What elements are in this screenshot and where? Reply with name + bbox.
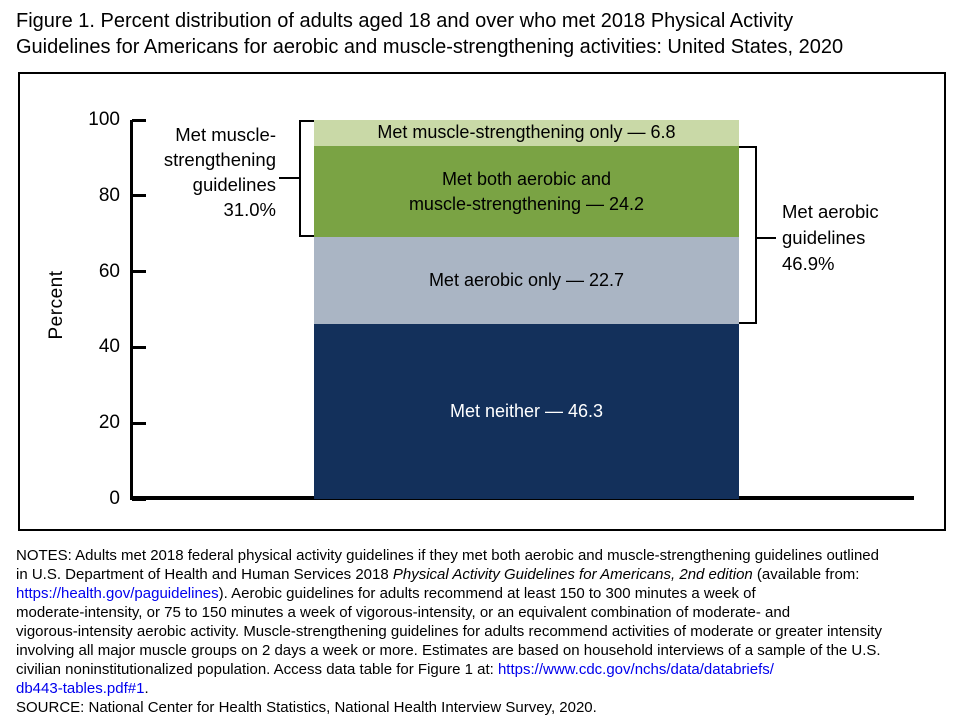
left-bracket-connector — [279, 177, 299, 179]
annotation-line: Met muscle- — [175, 124, 276, 145]
notes-line: civilian noninstitutionalized population… — [16, 660, 964, 679]
figure-title-line-1: Figure 1. Percent distribution of adults… — [16, 10, 794, 32]
aerobic-annotation: Met aerobic guidelines 46.9% — [782, 199, 942, 277]
muscle-strengthening-annotation: Met muscle-strengthening guidelines 31.0% — [20, 122, 276, 222]
figure-title-line-2: Guidelines for Americans for aerobic and… — [16, 36, 844, 58]
notes-block: NOTES: Adults met 2018 federal physical … — [16, 546, 964, 717]
bar-segment-label: muscle-strengthening — 24.2 — [408, 193, 645, 214]
right-bracket-connector — [757, 237, 776, 239]
notes-link[interactable]: https://www.cdc.gov/nchs/data/databriefs… — [497, 661, 774, 678]
bar-segment-label: Met muscle-strengthening only — 6.8 — [377, 122, 676, 143]
notes-line: NOTES: Adults met 2018 federal physical … — [16, 546, 964, 565]
notes-text-segment: SOURCE: National Center for Health Stati… — [16, 699, 597, 716]
annotation-line: 46.9% — [782, 253, 835, 274]
notes-line: moderate-intensity, or 75 to 150 minutes… — [16, 603, 964, 622]
notes-text-segment: NOTES: Adults met 2018 federal physical … — [16, 547, 879, 564]
notes-line: SOURCE: National Center for Health Stati… — [16, 698, 964, 717]
y-tick-label: 20 — [98, 412, 120, 434]
bar-segment: Met muscle-strengthening only — 6.8 — [314, 120, 739, 146]
notes-line: involving all major muscle groups on 2 d… — [16, 641, 964, 660]
notes-text-segment: civilian noninstitutionalized population… — [16, 661, 498, 678]
notes-text-segment: in U.S. Department of Health and Human S… — [16, 566, 393, 583]
bar-segment: Met both aerobic and muscle-strengthening… — [314, 145, 739, 238]
notes-text-segment: (available from: — [752, 566, 860, 583]
y-axis-line — [130, 120, 133, 499]
bar-segment: Met neither — 46.3 — [314, 323, 739, 499]
notes-text-segment: . — [144, 680, 149, 697]
annotation-line: strengthening — [163, 149, 276, 170]
y-tick-mark — [132, 421, 146, 425]
bar-segment-label: Met neither — 46.3 — [449, 400, 604, 421]
y-tick-mark — [132, 270, 146, 274]
left-bracket-top-arm — [299, 120, 314, 122]
y-tick-label: 80 — [98, 184, 120, 206]
notes-line: in U.S. Department of Health and Human S… — [16, 565, 964, 584]
figure-title: Figure 1. Percent distribution of adults… — [16, 8, 956, 60]
notes-text-segment: Physical Activity Guidelines for America… — [392, 566, 753, 583]
notes-link[interactable]: db443-tables.pdf#1 — [16, 680, 145, 697]
annotation-line: guidelines — [782, 227, 866, 248]
right-bracket-bottom-arm — [739, 321, 757, 324]
bar-segment: Met aerobic only — 22.7 — [314, 237, 739, 324]
notes-line: db443-tables.pdf#1. — [16, 679, 964, 698]
y-tick-mark — [132, 345, 146, 349]
notes-text-segment: vigorous-intensity aerobic activity. Mus… — [16, 623, 882, 640]
right-bracket-vertical — [755, 145, 757, 324]
chart-plot-area: Percent 0 20 40 60 80 100 Met muscle-strengthe… — [18, 72, 946, 531]
y-tick-mark — [132, 194, 146, 198]
bar-segment-label: Met both aerobic and — [441, 168, 612, 189]
left-bracket-bottom-arm — [299, 235, 314, 238]
notes-line: vigorous-intensity aerobic activity. Mus… — [16, 622, 964, 641]
bar-segment-label: Met aerobic only — 22.7 — [428, 270, 625, 290]
notes-link[interactable]: https://health.gov/paguidelines — [16, 585, 219, 602]
y-tick-mark — [132, 497, 146, 501]
right-bracket-top-arm — [739, 145, 757, 148]
notes-text-segment: involving all major muscle groups on 2 d… — [16, 642, 881, 659]
y-tick-label: 60 — [98, 260, 120, 282]
y-tick-label: 0 — [109, 488, 120, 509]
notes-text-segment: moderate-intensity, or 75 to 150 minutes… — [16, 604, 791, 621]
annotation-line: 31.0% — [223, 199, 276, 220]
y-tick-label: 40 — [98, 336, 120, 358]
notes-line: https://health.gov/paguidelines). Aerobi… — [16, 584, 964, 603]
notes-text-segment: ). Aerobic guidelines for adults recomme… — [218, 585, 756, 602]
y-tick-mark — [132, 118, 146, 122]
y-tick-label: 100 — [88, 109, 120, 130]
left-bracket-vertical — [299, 120, 301, 238]
annotation-line: Met aerobic — [782, 201, 879, 222]
annotation-line: guidelines — [192, 174, 276, 195]
